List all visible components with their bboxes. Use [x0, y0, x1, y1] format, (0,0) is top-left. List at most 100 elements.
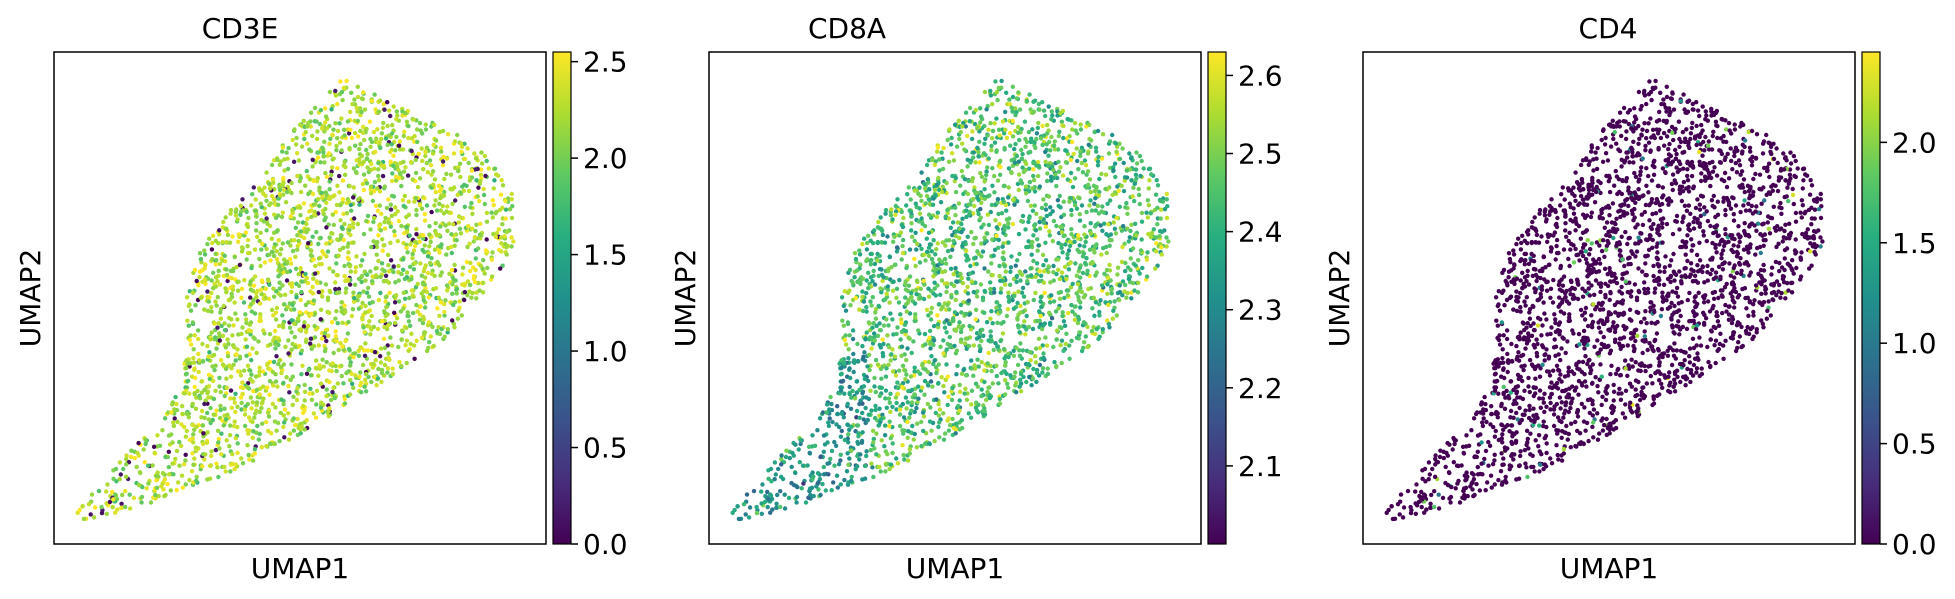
scatter-point: [1002, 356, 1007, 361]
scatter-point: [458, 231, 464, 236]
scatter-point: [192, 391, 197, 397]
scatter-point: [303, 183, 308, 188]
scatter-point: [484, 158, 489, 164]
scatter-point: [412, 260, 418, 266]
scatter-point: [105, 482, 110, 487]
scatter-point: [1000, 119, 1006, 124]
scatter-point: [468, 268, 473, 274]
scatter-point: [316, 373, 321, 378]
scatter-point: [186, 415, 191, 420]
scatter-point: [1053, 309, 1059, 314]
scatter-point: [276, 323, 282, 329]
scatter-point: [922, 252, 927, 257]
scatter-point: [1037, 268, 1042, 274]
scatter-point: [877, 253, 882, 258]
scatter-point: [1061, 348, 1066, 353]
scatter-point: [388, 207, 394, 212]
scatter-point: [368, 332, 373, 337]
scatter-point: [259, 278, 265, 283]
scatter-point: [376, 297, 381, 303]
scatter-point: [433, 286, 439, 291]
scatter-point: [290, 137, 295, 143]
scatter-point: [151, 444, 157, 449]
scatter-point: [346, 199, 351, 204]
scatter-point: [989, 261, 994, 266]
scatter-point: [1033, 290, 1038, 296]
scatter-point: [328, 397, 334, 403]
scatter-point: [1036, 101, 1042, 107]
scatter-point: [343, 338, 348, 344]
scatter-point: [1064, 331, 1069, 336]
scatter-point: [1100, 228, 1105, 233]
scatter-point: [469, 295, 474, 300]
scatter-point: [938, 292, 943, 297]
scatter-point: [779, 456, 784, 462]
scatter-point: [254, 350, 259, 356]
scatter-point: [284, 278, 290, 283]
scatter-point: [348, 392, 353, 397]
scatter-point: [334, 148, 339, 153]
scatter-point: [1020, 285, 1026, 291]
scatter-point: [958, 339, 964, 345]
scatter-point: [305, 216, 310, 221]
scatter-point: [959, 229, 964, 235]
scatter-point: [875, 362, 881, 367]
scatter-point: [500, 222, 505, 227]
scatter-point: [376, 109, 382, 114]
scatter-point: [113, 492, 118, 497]
scatter-point: [187, 391, 192, 396]
scatter-point: [377, 203, 382, 208]
scatter-point: [408, 242, 413, 247]
scatter-point: [195, 328, 201, 333]
scatter-point: [1127, 151, 1132, 156]
scatter-point: [865, 257, 870, 262]
scatter-point: [223, 286, 228, 291]
scatter-point: [1013, 141, 1018, 147]
scatter-point: [376, 178, 382, 183]
scatter-point: [289, 347, 294, 352]
scatter-point: [357, 202, 362, 207]
scatter-point: [1006, 354, 1011, 360]
scatter-point: [1107, 243, 1112, 248]
scatter-point: [1015, 258, 1020, 263]
scatter-point: [1038, 299, 1043, 304]
scatter-point: [331, 350, 336, 356]
scatter-point: [289, 281, 295, 286]
scatter-point: [282, 157, 287, 162]
scatter-point: [1117, 204, 1123, 209]
scatter-point: [983, 136, 988, 141]
scatter-point: [844, 469, 850, 474]
scatter-point: [363, 371, 369, 377]
scatter-point: [903, 279, 908, 284]
scatter-point: [1002, 282, 1008, 287]
scatter-point: [410, 251, 415, 257]
scatter-point: [357, 374, 362, 379]
scatter-point: [422, 196, 427, 201]
scatter-point: [289, 318, 294, 323]
scatter-point: [402, 129, 407, 134]
scatter-point: [218, 403, 223, 409]
scatter-point: [864, 449, 869, 454]
scatter-point: [1010, 84, 1015, 90]
scatter-point: [320, 145, 325, 150]
scatter-point: [304, 275, 309, 281]
scatter-point: [356, 353, 362, 358]
scatter-point: [383, 136, 389, 141]
scatter-point: [973, 235, 978, 241]
scatter-point: [1018, 278, 1023, 283]
scatter-point: [421, 167, 426, 172]
scatter-point: [369, 98, 375, 104]
scatter-point: [916, 219, 922, 224]
scatter-point: [393, 205, 398, 210]
scatter-point: [860, 289, 865, 294]
scatter-point: [842, 289, 847, 294]
scatter-point: [830, 419, 835, 425]
scatter-point: [1047, 320, 1053, 326]
scatter-point: [1047, 229, 1052, 234]
scatter-point: [223, 417, 229, 422]
scatter-point: [1045, 122, 1050, 128]
scatter-point: [342, 303, 347, 308]
scatter-point: [265, 385, 270, 390]
scatter-point: [941, 145, 946, 151]
scatter-point: [368, 227, 373, 232]
